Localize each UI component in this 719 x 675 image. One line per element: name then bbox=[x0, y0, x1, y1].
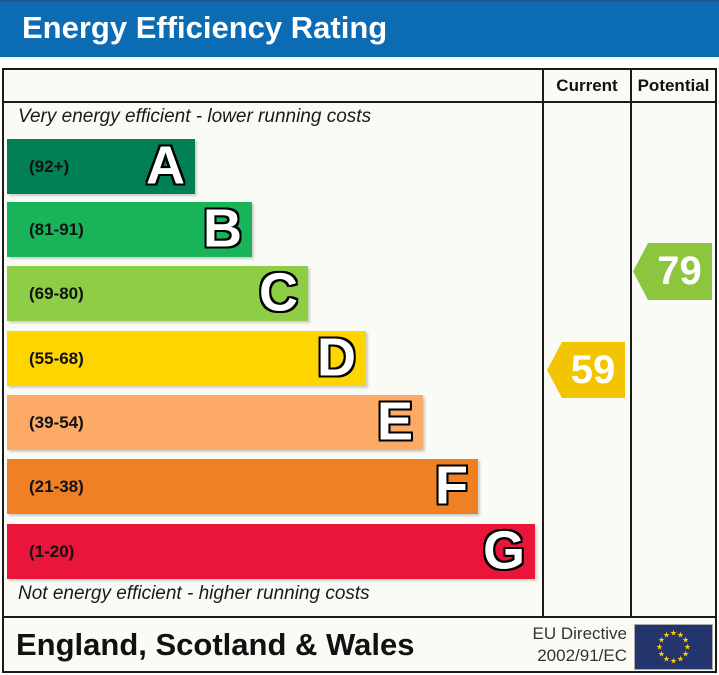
svg-text:★: ★ bbox=[682, 636, 689, 645]
band-letter: G bbox=[482, 519, 525, 580]
current-column-divider bbox=[542, 70, 544, 616]
current-rating-arrow: 59 bbox=[547, 342, 625, 398]
note-very-efficient: Very energy efficient - lower running co… bbox=[18, 106, 372, 127]
band-a: (92+) A bbox=[7, 134, 195, 195]
band-c: (69-80) C bbox=[7, 261, 308, 322]
note-not-efficient: Not energy efficient - higher running co… bbox=[18, 583, 370, 604]
column-header-potential: Potential bbox=[637, 75, 710, 95]
svg-text:★: ★ bbox=[682, 650, 689, 659]
footer-row: England, Scotland & Wales EU Directive 2… bbox=[4, 618, 715, 671]
band-range-label: (39-54) bbox=[29, 412, 84, 432]
band-e: (39-54) E bbox=[7, 390, 423, 451]
svg-text:★: ★ bbox=[684, 643, 691, 652]
svg-text:★: ★ bbox=[670, 657, 677, 666]
band-letter: C bbox=[259, 261, 298, 322]
band-range-label: (92+) bbox=[29, 156, 70, 176]
region-label: England, Scotland & Wales bbox=[16, 626, 415, 662]
band-g: (1-20) G bbox=[7, 519, 535, 580]
eu-flag-svg: ★ ★★★★★★★★★★★ bbox=[635, 625, 712, 669]
page-title: Energy Efficiency Rating bbox=[22, 10, 388, 45]
eu-directive-label: EU Directive 2002/91/EC bbox=[533, 623, 627, 667]
band-letter: F bbox=[435, 454, 468, 515]
svg-text:★: ★ bbox=[670, 629, 677, 638]
svg-text:★: ★ bbox=[658, 636, 665, 645]
eu-flag-icon: ★ ★ ★ ★ ★ ★ ★ ★ ★ ★ ★ ★ bbox=[634, 624, 713, 670]
svg-text:★: ★ bbox=[677, 655, 684, 664]
band-range-label: (81-91) bbox=[29, 219, 84, 239]
band-range-label: (1-20) bbox=[29, 541, 75, 561]
band-f: (21-38) F bbox=[7, 454, 478, 515]
band-range-label: (69-80) bbox=[29, 283, 84, 303]
rating-value: 79 bbox=[657, 249, 702, 293]
svg-text:★: ★ bbox=[656, 643, 663, 652]
svg-text:★: ★ bbox=[663, 655, 670, 664]
rating-value: 59 bbox=[570, 347, 616, 392]
column-header-current: Current bbox=[556, 75, 618, 95]
epc-chart-frame: Current Potential Very energy efficient … bbox=[2, 68, 717, 673]
title-bar: Energy Efficiency Rating bbox=[0, 0, 719, 57]
epc-chart-body: Current Potential Very energy efficient … bbox=[4, 70, 715, 671]
potential-rating-arrow: 79 bbox=[633, 243, 712, 300]
potential-column-divider bbox=[630, 70, 632, 616]
band-range-label: (55-68) bbox=[29, 348, 84, 368]
band-range-label: (21-38) bbox=[29, 476, 84, 496]
band-letter: A bbox=[146, 134, 185, 195]
band-letter: E bbox=[376, 390, 413, 451]
svg-text:★: ★ bbox=[677, 630, 684, 639]
eu-directive-line1: EU Directive bbox=[532, 624, 627, 643]
eu-directive-line2: 2002/91/EC bbox=[537, 646, 627, 665]
svg-text:★: ★ bbox=[658, 650, 665, 659]
band-d: (55-68) D bbox=[7, 326, 366, 387]
band-letter: B bbox=[203, 197, 242, 258]
svg-text:★: ★ bbox=[663, 630, 670, 639]
band-b: (81-91) B bbox=[7, 197, 252, 258]
header-divider-line bbox=[4, 101, 715, 103]
band-letter: D bbox=[317, 326, 356, 387]
footer-divider-line bbox=[4, 616, 715, 618]
